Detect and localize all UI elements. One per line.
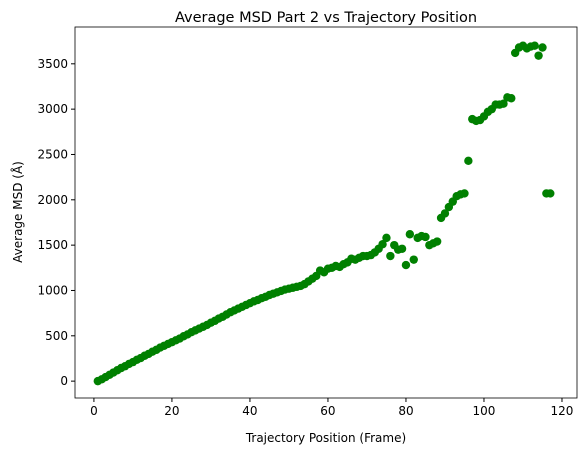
- x-tick-label: 100: [473, 404, 496, 418]
- y-tick-label: 1500: [37, 238, 68, 252]
- y-tick-label: 3500: [37, 57, 68, 71]
- point: [397, 244, 407, 253]
- point: [538, 43, 547, 52]
- y-axis-label: Average MSD (Å): [10, 161, 25, 263]
- chart-title: Average MSD Part 2 vs Trajectory Positio…: [175, 10, 477, 26]
- point: [499, 99, 508, 108]
- y-tick-label: 500: [45, 329, 68, 343]
- point: [507, 94, 516, 103]
- y-tick-label: 1000: [37, 283, 68, 297]
- point: [378, 240, 387, 249]
- plot-frame: [74, 26, 578, 399]
- point: [421, 232, 430, 242]
- y-tick-label: 0: [60, 374, 68, 388]
- x-tick-label: 40: [242, 404, 257, 418]
- point: [460, 189, 469, 198]
- point: [546, 189, 555, 198]
- point: [401, 260, 411, 270]
- x-tick-label: 120: [551, 404, 574, 418]
- x-tick-label: 20: [164, 404, 179, 418]
- x-tick-label: 80: [398, 404, 413, 418]
- point: [440, 209, 450, 218]
- x-axis-label: Trajectory Position (Frame): [245, 431, 406, 445]
- x-tick-label: 0: [90, 404, 98, 418]
- y-tick-label: 2000: [37, 193, 68, 207]
- y-tick-label: 2500: [37, 147, 68, 161]
- point: [464, 156, 473, 166]
- point: [382, 233, 391, 243]
- point: [386, 251, 395, 261]
- x-tick-label: 60: [320, 404, 335, 418]
- y-tick-label: 3000: [37, 102, 68, 116]
- point: [534, 51, 543, 60]
- point: [432, 237, 442, 246]
- point: [405, 230, 415, 239]
- point: [409, 255, 418, 264]
- point: [530, 41, 539, 50]
